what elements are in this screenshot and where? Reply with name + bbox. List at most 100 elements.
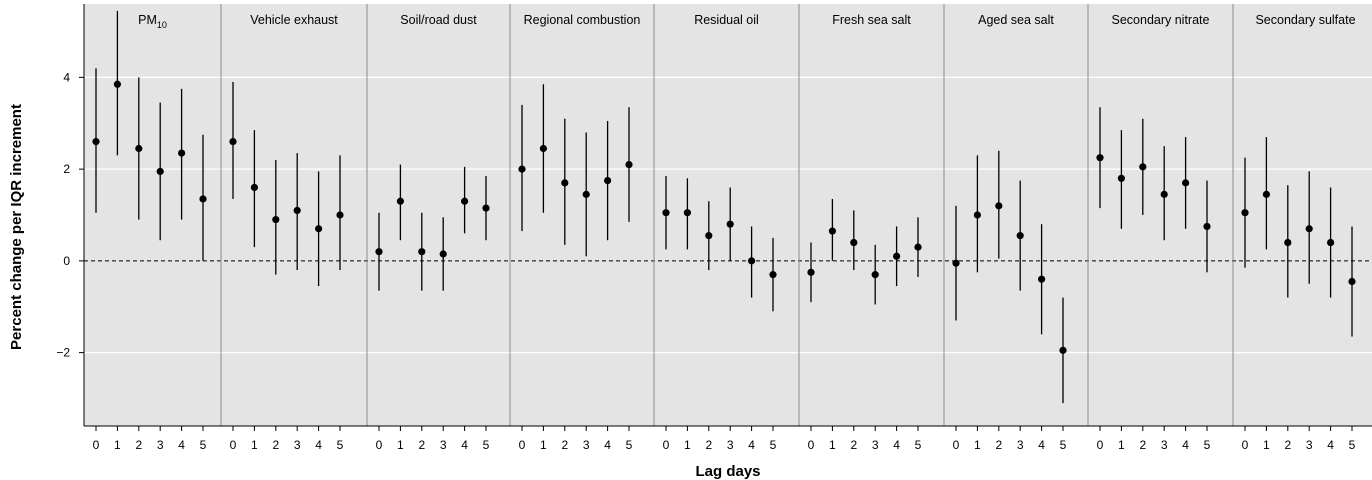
estimate-point <box>482 204 490 212</box>
y-axis-title: Percent change per IQR increment <box>8 104 25 350</box>
x-tick-label: 1 <box>540 438 547 452</box>
panel-title: Regional combustion <box>524 13 641 27</box>
x-tick-label: 4 <box>604 438 611 452</box>
x-tick-label: 0 <box>1097 438 1104 452</box>
x-tick-label: 4 <box>1182 438 1189 452</box>
x-tick-label: 5 <box>626 438 633 452</box>
estimate-point <box>336 211 344 219</box>
estimate-point <box>1305 225 1313 233</box>
estimate-point <box>156 167 164 176</box>
estimate-point <box>952 259 960 267</box>
y-tick-label: 0 <box>63 254 70 268</box>
x-tick-label: 3 <box>872 438 879 452</box>
x-tick-label: 3 <box>1161 438 1168 452</box>
x-tick-label: 1 <box>1118 438 1125 452</box>
estimate-point <box>1139 163 1147 171</box>
estimate-point <box>705 232 713 240</box>
x-tick-label: 2 <box>1284 438 1291 452</box>
panel: Fresh sea salt 0 1 2 3 4 5 <box>807 13 922 452</box>
x-axis-title: Lag days <box>695 463 760 480</box>
x-tick-label: 0 <box>1242 438 1249 452</box>
estimate-point <box>1203 222 1211 231</box>
x-tick-label: 4 <box>178 438 185 452</box>
x-tick-label: 3 <box>157 438 164 452</box>
estimate-point <box>1096 154 1104 162</box>
estimate-point <box>1016 232 1024 240</box>
estimate-point <box>914 243 922 251</box>
panel: Regional combustion 0 1 2 3 4 5 <box>518 13 640 452</box>
estimate-point <box>1182 179 1190 187</box>
estimate-point <box>439 250 447 258</box>
estimate-point <box>769 271 777 279</box>
panel-title: Soil/road dust <box>400 13 477 27</box>
panel-title: Vehicle exhaust <box>250 13 338 27</box>
x-tick-label: 3 <box>583 438 590 452</box>
estimate-point <box>1262 190 1270 198</box>
panel-title: Aged sea salt <box>978 13 1054 27</box>
plot-background <box>84 4 1372 426</box>
x-tick-label: 4 <box>1038 438 1045 452</box>
x-tick-label: 2 <box>135 438 142 452</box>
x-tick-label: 2 <box>418 438 425 452</box>
estimate-point <box>418 248 426 256</box>
panel: Soil/road dust 0 1 2 3 4 5 <box>375 13 490 452</box>
estimate-point <box>92 138 100 146</box>
panel-title: Secondary sulfate <box>1255 13 1355 27</box>
x-tick-label: 2 <box>1139 438 1146 452</box>
y-tick-label: −2 <box>56 346 70 360</box>
x-tick-label: 4 <box>461 438 468 452</box>
x-tick-label: 3 <box>727 438 734 452</box>
estimate-point <box>807 268 815 276</box>
x-tick-label: 5 <box>200 438 207 452</box>
estimate-point <box>995 202 1003 210</box>
x-tick-label: 5 <box>1060 438 1067 452</box>
estimate-point <box>1348 277 1356 286</box>
panel: Residual oil 0 1 2 3 4 5 <box>662 13 777 452</box>
x-tick-label: 3 <box>1306 438 1313 452</box>
x-tick-label: 4 <box>893 438 900 452</box>
estimate-point <box>1059 346 1067 354</box>
x-tick-label: 3 <box>440 438 447 452</box>
x-tick-label: 3 <box>294 438 301 452</box>
estimate-point <box>518 165 526 173</box>
x-tick-label: 2 <box>272 438 279 452</box>
estimate-point <box>375 248 383 256</box>
estimate-point <box>828 227 837 235</box>
panel: Aged sea salt 0 1 2 3 4 5 <box>952 13 1067 452</box>
estimate-point <box>561 179 569 187</box>
x-tick-label: 2 <box>995 438 1002 452</box>
estimate-point <box>1117 174 1125 182</box>
estimate-point <box>396 197 404 205</box>
estimate-point <box>461 197 469 205</box>
x-tick-label: 4 <box>315 438 322 452</box>
panel-title: Residual oil <box>694 13 759 27</box>
estimate-point <box>893 252 901 260</box>
x-tick-label: 0 <box>230 438 237 452</box>
x-tick-label: 1 <box>829 438 836 452</box>
x-tick-label: 5 <box>770 438 777 452</box>
estimate-point <box>662 209 670 217</box>
panel: Secondary sulfate 0 1 2 3 4 5 <box>1241 13 1356 452</box>
x-tick-label: 5 <box>337 438 344 452</box>
x-tick-label: 2 <box>850 438 857 452</box>
estimate-point <box>748 257 756 265</box>
estimate-point <box>1284 238 1292 247</box>
panel: Secondary nitrate 0 1 2 3 4 5 <box>1096 13 1211 452</box>
x-tick-label: 4 <box>1327 438 1334 452</box>
estimate-point <box>199 195 207 203</box>
x-tick-label: 1 <box>974 438 981 452</box>
x-tick-label: 0 <box>93 438 100 452</box>
estimate-point <box>625 160 633 169</box>
x-tick-label: 5 <box>483 438 490 452</box>
x-tick-label: 2 <box>705 438 712 452</box>
estimate-point <box>113 80 121 88</box>
estimate-point <box>272 215 280 224</box>
x-tick-label: 1 <box>1263 438 1270 452</box>
panel: Vehicle exhaust 0 1 2 3 4 5 <box>229 13 344 452</box>
x-tick-label: 1 <box>397 438 404 452</box>
estimate-point <box>871 271 879 279</box>
x-tick-label: 0 <box>376 438 383 452</box>
estimate-point <box>1327 238 1335 247</box>
x-tick-label: 3 <box>1017 438 1024 452</box>
